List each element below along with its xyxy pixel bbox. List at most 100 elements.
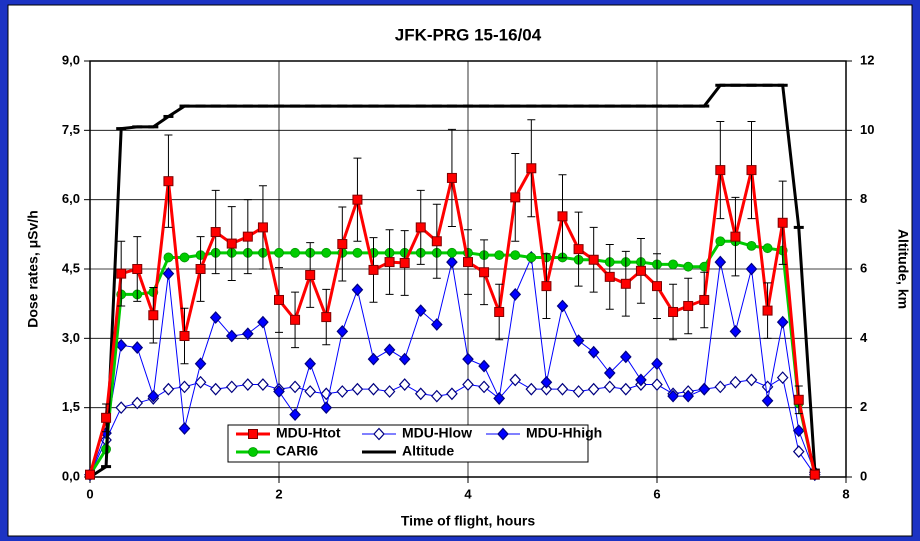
data-point (273, 385, 285, 398)
data-point (398, 352, 411, 366)
x-axis-label: Time of flight, hours (401, 513, 536, 529)
data-point (415, 222, 426, 233)
data-point (668, 306, 679, 317)
y2-tick-label: 4 (860, 330, 868, 345)
data-point (116, 268, 127, 279)
data-point (526, 163, 537, 174)
data-point (163, 252, 174, 263)
data-point (320, 401, 333, 415)
data-point (225, 380, 238, 394)
legend-marker (248, 447, 258, 457)
data-point (446, 255, 458, 269)
data-point (336, 385, 349, 398)
data-point (776, 371, 789, 385)
y2-tick-label: 0 (860, 468, 867, 483)
data-point (446, 172, 457, 183)
data-point (745, 373, 758, 387)
legend-marker (373, 427, 385, 441)
data-point (746, 240, 757, 251)
data-point (792, 424, 805, 438)
data-point (652, 281, 662, 292)
data-point (352, 194, 363, 205)
y-tick-label: 0,0 (62, 468, 80, 483)
data-point (699, 294, 710, 305)
data-point (620, 278, 631, 289)
data-point (540, 375, 553, 389)
data-point (714, 255, 727, 269)
data-point (162, 267, 175, 281)
data-point (792, 445, 805, 458)
data-point (352, 247, 363, 258)
data-point (557, 211, 568, 222)
data-point (132, 264, 143, 274)
data-point (573, 244, 584, 255)
data-point (131, 341, 144, 354)
data-point (290, 314, 301, 325)
legend (227, 424, 589, 463)
data-point (274, 294, 284, 305)
data-point (242, 327, 254, 341)
x-tick-label: 0 (86, 486, 93, 501)
data-point (337, 239, 348, 250)
data-point (493, 392, 505, 405)
data-point (225, 329, 238, 343)
data-point (572, 334, 585, 348)
data-point (572, 385, 585, 398)
data-point (194, 357, 207, 371)
data-point (242, 231, 253, 242)
x-tick-label: 4 (464, 486, 472, 501)
data-point (635, 265, 646, 276)
data-point (604, 271, 615, 282)
data-point (668, 259, 678, 270)
data-point (526, 252, 537, 263)
data-point (462, 378, 474, 391)
data-point (556, 299, 569, 313)
data-point (351, 283, 364, 297)
legend-marker (248, 429, 258, 439)
data-point (304, 385, 316, 398)
data-point (209, 311, 222, 324)
data-point (762, 243, 773, 254)
data-point (683, 300, 694, 311)
y-tick-label: 4,5 (62, 260, 80, 275)
data-point (399, 257, 410, 268)
data-point (777, 217, 788, 228)
data-point (351, 382, 364, 396)
data-point (635, 373, 647, 387)
data-point (289, 380, 301, 394)
data-point (383, 343, 396, 357)
data-point (603, 380, 616, 394)
y-tick-label: 9,0 (62, 52, 80, 67)
data-point (509, 288, 522, 301)
data-point (226, 238, 237, 249)
data-point (304, 357, 316, 371)
data-point (398, 378, 411, 391)
data-point (368, 264, 379, 275)
y2-axis-label: Altitude, km (895, 229, 911, 309)
legend-label: CARI6 (276, 443, 318, 459)
data-point (274, 247, 284, 258)
data-point (809, 469, 820, 480)
data-point (367, 382, 380, 396)
data-point (257, 222, 268, 233)
data-point (179, 331, 190, 342)
data-point (463, 257, 473, 268)
data-point (367, 352, 380, 366)
data-point (148, 310, 159, 321)
legend-marker (497, 427, 509, 441)
data-point (478, 380, 490, 394)
y2-tick-label: 12 (860, 52, 874, 67)
data-point (101, 412, 112, 423)
data-point (587, 382, 600, 396)
data-point (431, 318, 443, 331)
data-point (698, 382, 711, 396)
data-point (746, 165, 757, 176)
y-tick-label: 3,0 (62, 330, 80, 345)
legend-label: MDU-Hlow (402, 425, 472, 441)
data-point (651, 378, 663, 391)
data-point (209, 382, 222, 396)
data-point (257, 315, 269, 329)
data-point (745, 262, 758, 276)
data-point (195, 264, 206, 274)
